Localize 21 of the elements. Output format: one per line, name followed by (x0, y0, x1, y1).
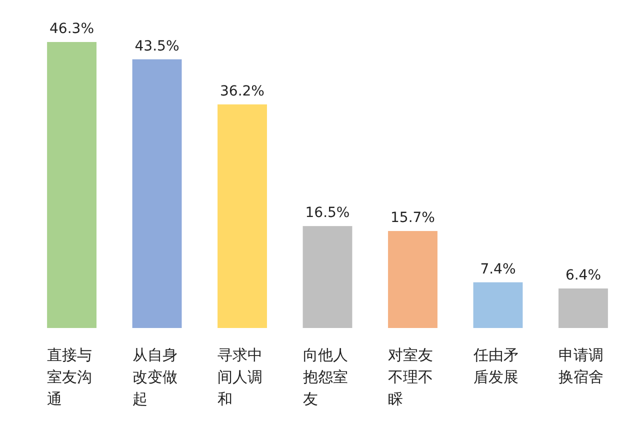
x-tick-label: 任由矛盾发展 (472, 346, 518, 386)
x-tick-label: 寻求中间人调和 (218, 346, 263, 408)
x-tick-label: 从自身改变做起 (132, 346, 178, 408)
data-label: 36.2% (220, 83, 264, 100)
bar (132, 59, 182, 328)
x-tick-label: 向他人抱怨室友 (302, 346, 348, 408)
data-label: 7.4% (480, 261, 516, 278)
bar (558, 288, 608, 328)
data-label: 43.5% (134, 38, 180, 54)
bar (473, 282, 523, 328)
bar (388, 231, 438, 328)
bar (218, 104, 267, 328)
data-label: 16.5% (305, 205, 350, 222)
bar (47, 42, 96, 328)
x-tick-label: 对室友不理不睬 (388, 346, 434, 408)
x-tick-label: 申请调换宿舍 (558, 346, 604, 386)
data-label: 6.4% (565, 267, 602, 284)
bar (302, 226, 352, 328)
data-label: 15.7% (390, 210, 435, 226)
x-tick-label: 直接与室友沟通 (47, 346, 92, 408)
data-label: 46.3% (50, 21, 94, 37)
